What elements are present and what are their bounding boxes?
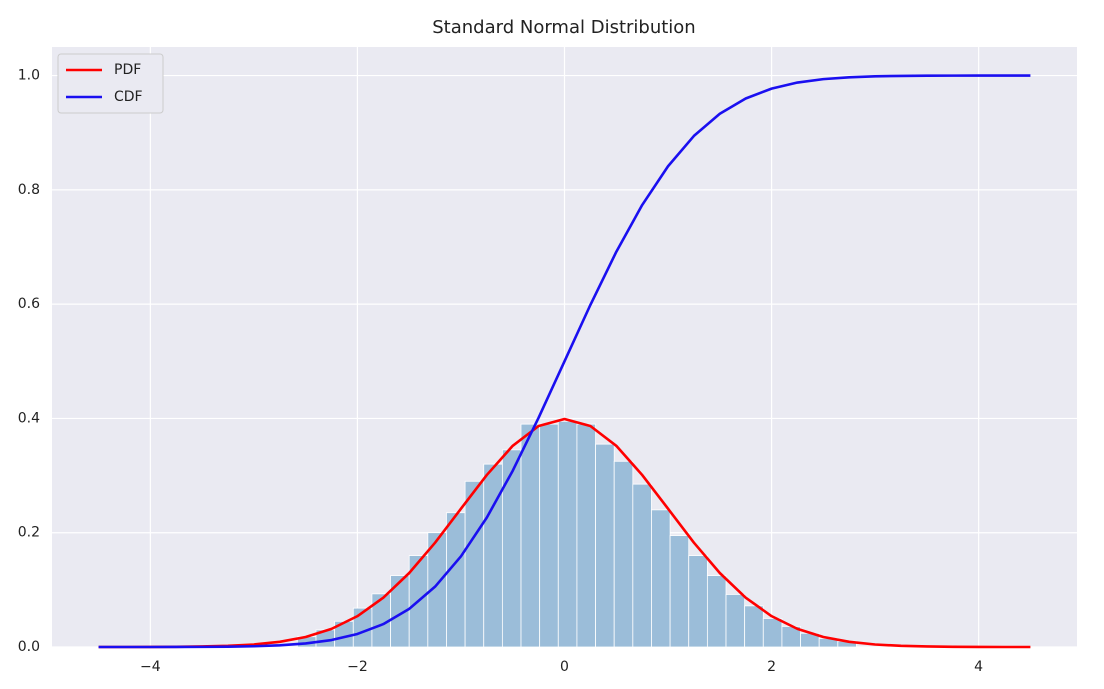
x-tick-label: −4 xyxy=(140,659,161,675)
histogram-bar xyxy=(762,618,783,648)
x-tick-label: 2 xyxy=(767,659,776,675)
y-tick-label: 0.4 xyxy=(18,410,40,426)
chart-title: Standard Normal Distribution xyxy=(432,17,695,38)
histogram-bar xyxy=(595,443,615,648)
histogram-bar xyxy=(539,423,559,648)
y-tick-label: 1.0 xyxy=(18,68,40,84)
histogram-bar xyxy=(744,605,764,648)
histogram-bar xyxy=(706,575,727,648)
x-tick-label: 4 xyxy=(974,659,983,675)
line-series xyxy=(98,417,1031,649)
legend: PDF CDF xyxy=(57,53,164,114)
legend-label: CDF xyxy=(114,89,143,105)
line-series xyxy=(98,74,1031,649)
y-tick-label: 0.0 xyxy=(18,639,40,655)
y-tick-label: 0.2 xyxy=(18,525,40,541)
histogram-bar xyxy=(688,555,708,648)
y-tick-label: 0.8 xyxy=(18,182,40,198)
histogram-bar xyxy=(557,420,578,648)
histogram-bar xyxy=(464,480,485,648)
legend-box xyxy=(57,53,164,114)
histogram-bar xyxy=(651,509,671,648)
histogram-bar xyxy=(669,535,690,648)
histogram-bar xyxy=(483,463,503,648)
y-tick-label: 0.6 xyxy=(18,296,40,312)
x-tick-label: −2 xyxy=(347,659,368,675)
histogram-bar xyxy=(446,512,466,648)
legend-label: PDF xyxy=(114,62,141,78)
histogram-bar xyxy=(576,423,596,648)
histogram-bar xyxy=(632,483,652,648)
histogram-bar xyxy=(725,594,746,648)
x-tick-label: 0 xyxy=(560,659,569,675)
histogram-bar xyxy=(613,460,634,648)
histogram-bar xyxy=(520,423,541,648)
histogram-bar xyxy=(501,449,522,648)
